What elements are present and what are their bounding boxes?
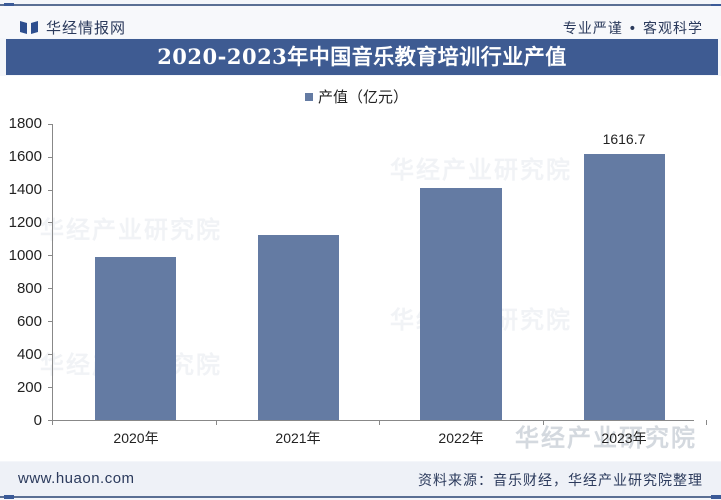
bar-2023 bbox=[584, 154, 665, 420]
source-note: 资料来源：音乐财经，华经产业研究院整理 bbox=[418, 473, 703, 489]
y-tick bbox=[48, 190, 53, 191]
logo: 华经情报网 bbox=[20, 17, 126, 38]
slogan: 专业严谨 • 客观科学 bbox=[562, 21, 703, 37]
x-tick-label: 2020年 bbox=[113, 430, 159, 446]
y-tick bbox=[48, 420, 53, 421]
x-tick bbox=[52, 420, 53, 425]
legend-swatch-icon bbox=[305, 92, 313, 101]
y-tick-label: 1200 bbox=[8, 214, 42, 231]
y-tick bbox=[48, 387, 53, 388]
y-tick-label: 1600 bbox=[8, 148, 42, 165]
header: 华经情报网 专业严谨 • 客观科学 bbox=[0, 6, 721, 38]
x-tick-label: 2022年 bbox=[438, 430, 484, 446]
y-tick bbox=[48, 157, 53, 158]
y-tick-label: 1800 bbox=[8, 115, 42, 132]
x-tick-label: 2023年 bbox=[601, 430, 647, 446]
y-tick bbox=[48, 124, 53, 125]
x-tick bbox=[379, 420, 380, 425]
y-tick-label: 200 bbox=[16, 379, 42, 396]
website-url: www.huaon.com bbox=[18, 470, 135, 487]
x-tick bbox=[706, 420, 707, 425]
y-tick bbox=[48, 354, 53, 355]
logo-text: 华经情报网 bbox=[46, 19, 127, 37]
legend: 产值（亿元） bbox=[305, 86, 408, 107]
y-tick-label: 600 bbox=[16, 313, 42, 330]
y-tick bbox=[48, 255, 53, 256]
data-label-2023: 1616.7 bbox=[602, 131, 646, 147]
y-axis bbox=[52, 124, 53, 420]
footer: www.huaon.com 资料来源：音乐财经，华经产业研究院整理 bbox=[0, 462, 721, 496]
y-tick bbox=[48, 222, 53, 223]
y-tick bbox=[48, 288, 53, 289]
bar-2021 bbox=[258, 235, 339, 420]
x-tick bbox=[543, 420, 544, 425]
bar-2020 bbox=[95, 257, 176, 420]
chart-title: 2020-2023年中国音乐教育培训行业产值 bbox=[6, 39, 718, 75]
y-tick bbox=[48, 321, 53, 322]
y-tick-label: 800 bbox=[16, 280, 42, 297]
x-axis bbox=[52, 420, 694, 421]
legend-label: 产值（亿元） bbox=[318, 88, 409, 106]
y-tick-label: 1400 bbox=[8, 181, 42, 198]
y-tick-label: 1000 bbox=[8, 247, 42, 264]
book-logo-icon bbox=[20, 21, 38, 34]
y-tick-label: 0 bbox=[33, 412, 42, 429]
y-tick-label: 400 bbox=[16, 346, 42, 363]
bottom-border bbox=[0, 495, 721, 499]
x-tick-label: 2021年 bbox=[275, 430, 321, 446]
x-tick bbox=[216, 420, 217, 425]
bar-2022 bbox=[420, 188, 502, 420]
